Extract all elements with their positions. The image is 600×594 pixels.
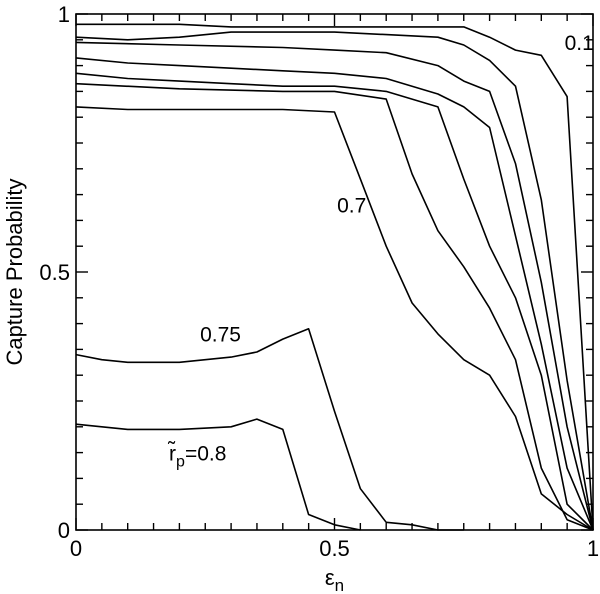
- x-tick-label: 1: [587, 536, 599, 561]
- y-tick-label: 1: [58, 2, 70, 27]
- x-tick-label: 0: [70, 536, 82, 561]
- curve-labels: 0.1 0.7 0.75 r̃p=0.8: [167, 32, 594, 470]
- y-tick-label: 0.5: [39, 260, 70, 285]
- series-line-3: [75, 41, 594, 531]
- y-tick-label: 0: [58, 518, 70, 543]
- curve-label-2: 0.7: [337, 195, 366, 218]
- curve-label-4: r̃p=0.8: [167, 441, 226, 470]
- tick-labels: 0 0.5 1 0 0.5 1: [39, 2, 599, 561]
- series-line-4: [75, 57, 594, 531]
- series-line-9: [75, 418, 361, 531]
- series-line-1: [76, 23, 594, 531]
- curve-label-3: 0.75: [200, 324, 241, 347]
- series-line-5: [75, 72, 594, 531]
- x-axis-title: εn: [325, 565, 344, 594]
- x-tick-label: 0.5: [319, 536, 350, 561]
- series-line-2: [75, 31, 594, 531]
- series-lines: [75, 23, 594, 531]
- axis-ticks: [75, 13, 594, 531]
- series-line-8: [75, 328, 464, 531]
- series-line-6: [75, 82, 594, 531]
- series-line-7: [75, 106, 594, 531]
- y-axis-title: Capture Probability: [2, 178, 27, 365]
- curve-label-1: 0.1: [565, 32, 594, 55]
